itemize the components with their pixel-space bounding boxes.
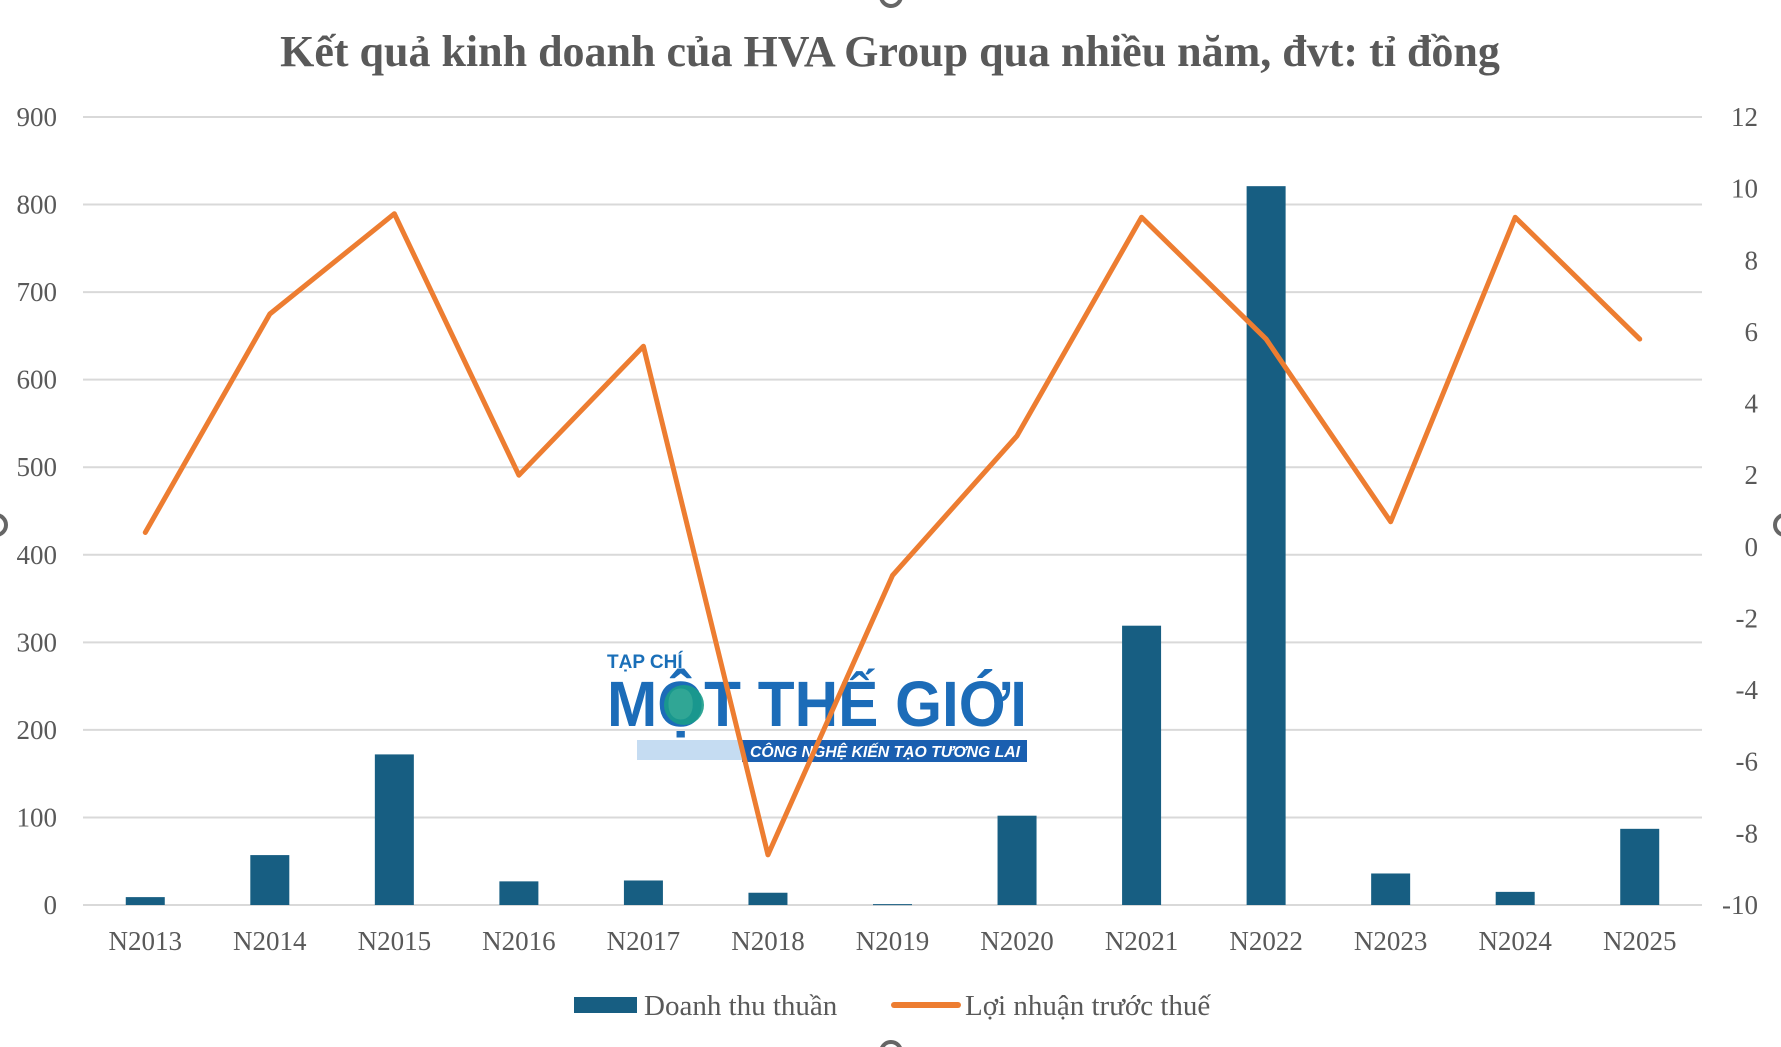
handle-right[interactable] [1773, 513, 1781, 537]
handle-top[interactable] [879, 0, 903, 8]
bar-N2025 [1620, 828, 1660, 905]
right-tick-label: 0 [1745, 532, 1759, 562]
left-tick-label: 0 [44, 890, 58, 920]
bar-N2017 [623, 880, 663, 905]
left-tick-label: 900 [17, 102, 58, 132]
legend-swatch-revenue [574, 997, 637, 1013]
left-tick-label: 300 [17, 627, 58, 657]
bar-N2023 [1371, 873, 1411, 905]
x-tick-label: N2015 [358, 926, 432, 956]
bar-N2015 [374, 754, 414, 905]
legend: Doanh thu thuần Lợi nhuận trước thuế [574, 990, 1211, 1022]
right-tick-label: 12 [1731, 102, 1758, 132]
bar-N2018 [748, 892, 788, 905]
x-tick-label: N2021 [1105, 926, 1179, 956]
right-tick-label: -4 [1736, 675, 1759, 705]
x-tick-label: N2013 [109, 926, 183, 956]
bar-N2020 [997, 815, 1037, 905]
x-tick-label: N2014 [233, 926, 307, 956]
x-tick-label: N2020 [980, 926, 1054, 956]
right-tick-label: -6 [1736, 747, 1759, 777]
x-tick-label: N2018 [731, 926, 805, 956]
right-axis-ticks: -10 -8 -6 -4 -2 0 2 4 6 8 10 12 [1722, 102, 1759, 920]
dots-decoration [637, 740, 742, 760]
bar-N2021 [1122, 625, 1162, 905]
x-tick-label: N2024 [1478, 926, 1552, 956]
right-tick-label: -10 [1722, 890, 1758, 920]
x-tick-label: N2017 [607, 926, 681, 956]
right-tick-label: 8 [1745, 245, 1759, 275]
handle-left[interactable] [0, 513, 8, 537]
x-tick-label: N2016 [482, 926, 556, 956]
left-tick-label: 600 [17, 365, 58, 395]
bar-N2014 [250, 855, 290, 905]
bar-N2019 [873, 904, 912, 906]
right-tick-label: 10 [1731, 174, 1758, 204]
chart-title: Kết quả kinh doanh của HVA Group qua nhi… [280, 27, 1500, 76]
revenue-bars [125, 186, 1660, 906]
profit-line [142, 211, 1643, 858]
left-tick-label: 100 [17, 802, 58, 832]
x-tick-label: N2025 [1603, 926, 1677, 956]
left-tick-label: 500 [17, 452, 58, 482]
right-tick-label: 6 [1745, 317, 1759, 347]
right-tick-label: -2 [1736, 603, 1759, 633]
right-tick-label: 4 [1745, 389, 1759, 419]
left-tick-label: 700 [17, 277, 58, 307]
x-tick-label: N2019 [856, 926, 930, 956]
legend-label-revenue: Doanh thu thuần [644, 990, 838, 1022]
legend-label-profit: Lợi nhuận trước thuế [965, 990, 1211, 1022]
watermark-logo: TẠP CHÍ MỘT THẾ GIỚI CÔNG NGHỆ KIẾN TẠO … [607, 651, 1027, 762]
right-tick-label: -8 [1736, 818, 1759, 848]
bar-N2013 [125, 897, 165, 905]
bar-N2022 [1246, 186, 1286, 905]
watermark-top: TẠP CHÍ [607, 651, 683, 673]
watermark-tagline: CÔNG NGHỆ KIẾN TẠO TƯƠNG LAI [750, 742, 1021, 761]
gridlines [83, 116, 1702, 906]
x-axis-labels: N2013 N2014 N2015 N2016 N2017 N2018 N2019 N2020… [109, 926, 1677, 956]
right-tick-label: 2 [1745, 460, 1759, 490]
left-tick-label: 400 [17, 540, 58, 570]
left-tick-label: 800 [17, 190, 58, 220]
left-axis-ticks: 0 100 200 300 400 500 600 700 800 900 [17, 102, 58, 920]
x-tick-label: N2022 [1229, 926, 1303, 956]
bar-N2024 [1495, 891, 1535, 905]
x-tick-label: N2023 [1354, 926, 1428, 956]
globe-icon [664, 685, 704, 725]
left-tick-label: 200 [17, 715, 58, 745]
bar-N2016 [499, 881, 539, 905]
handle-bottom[interactable] [880, 1040, 902, 1047]
